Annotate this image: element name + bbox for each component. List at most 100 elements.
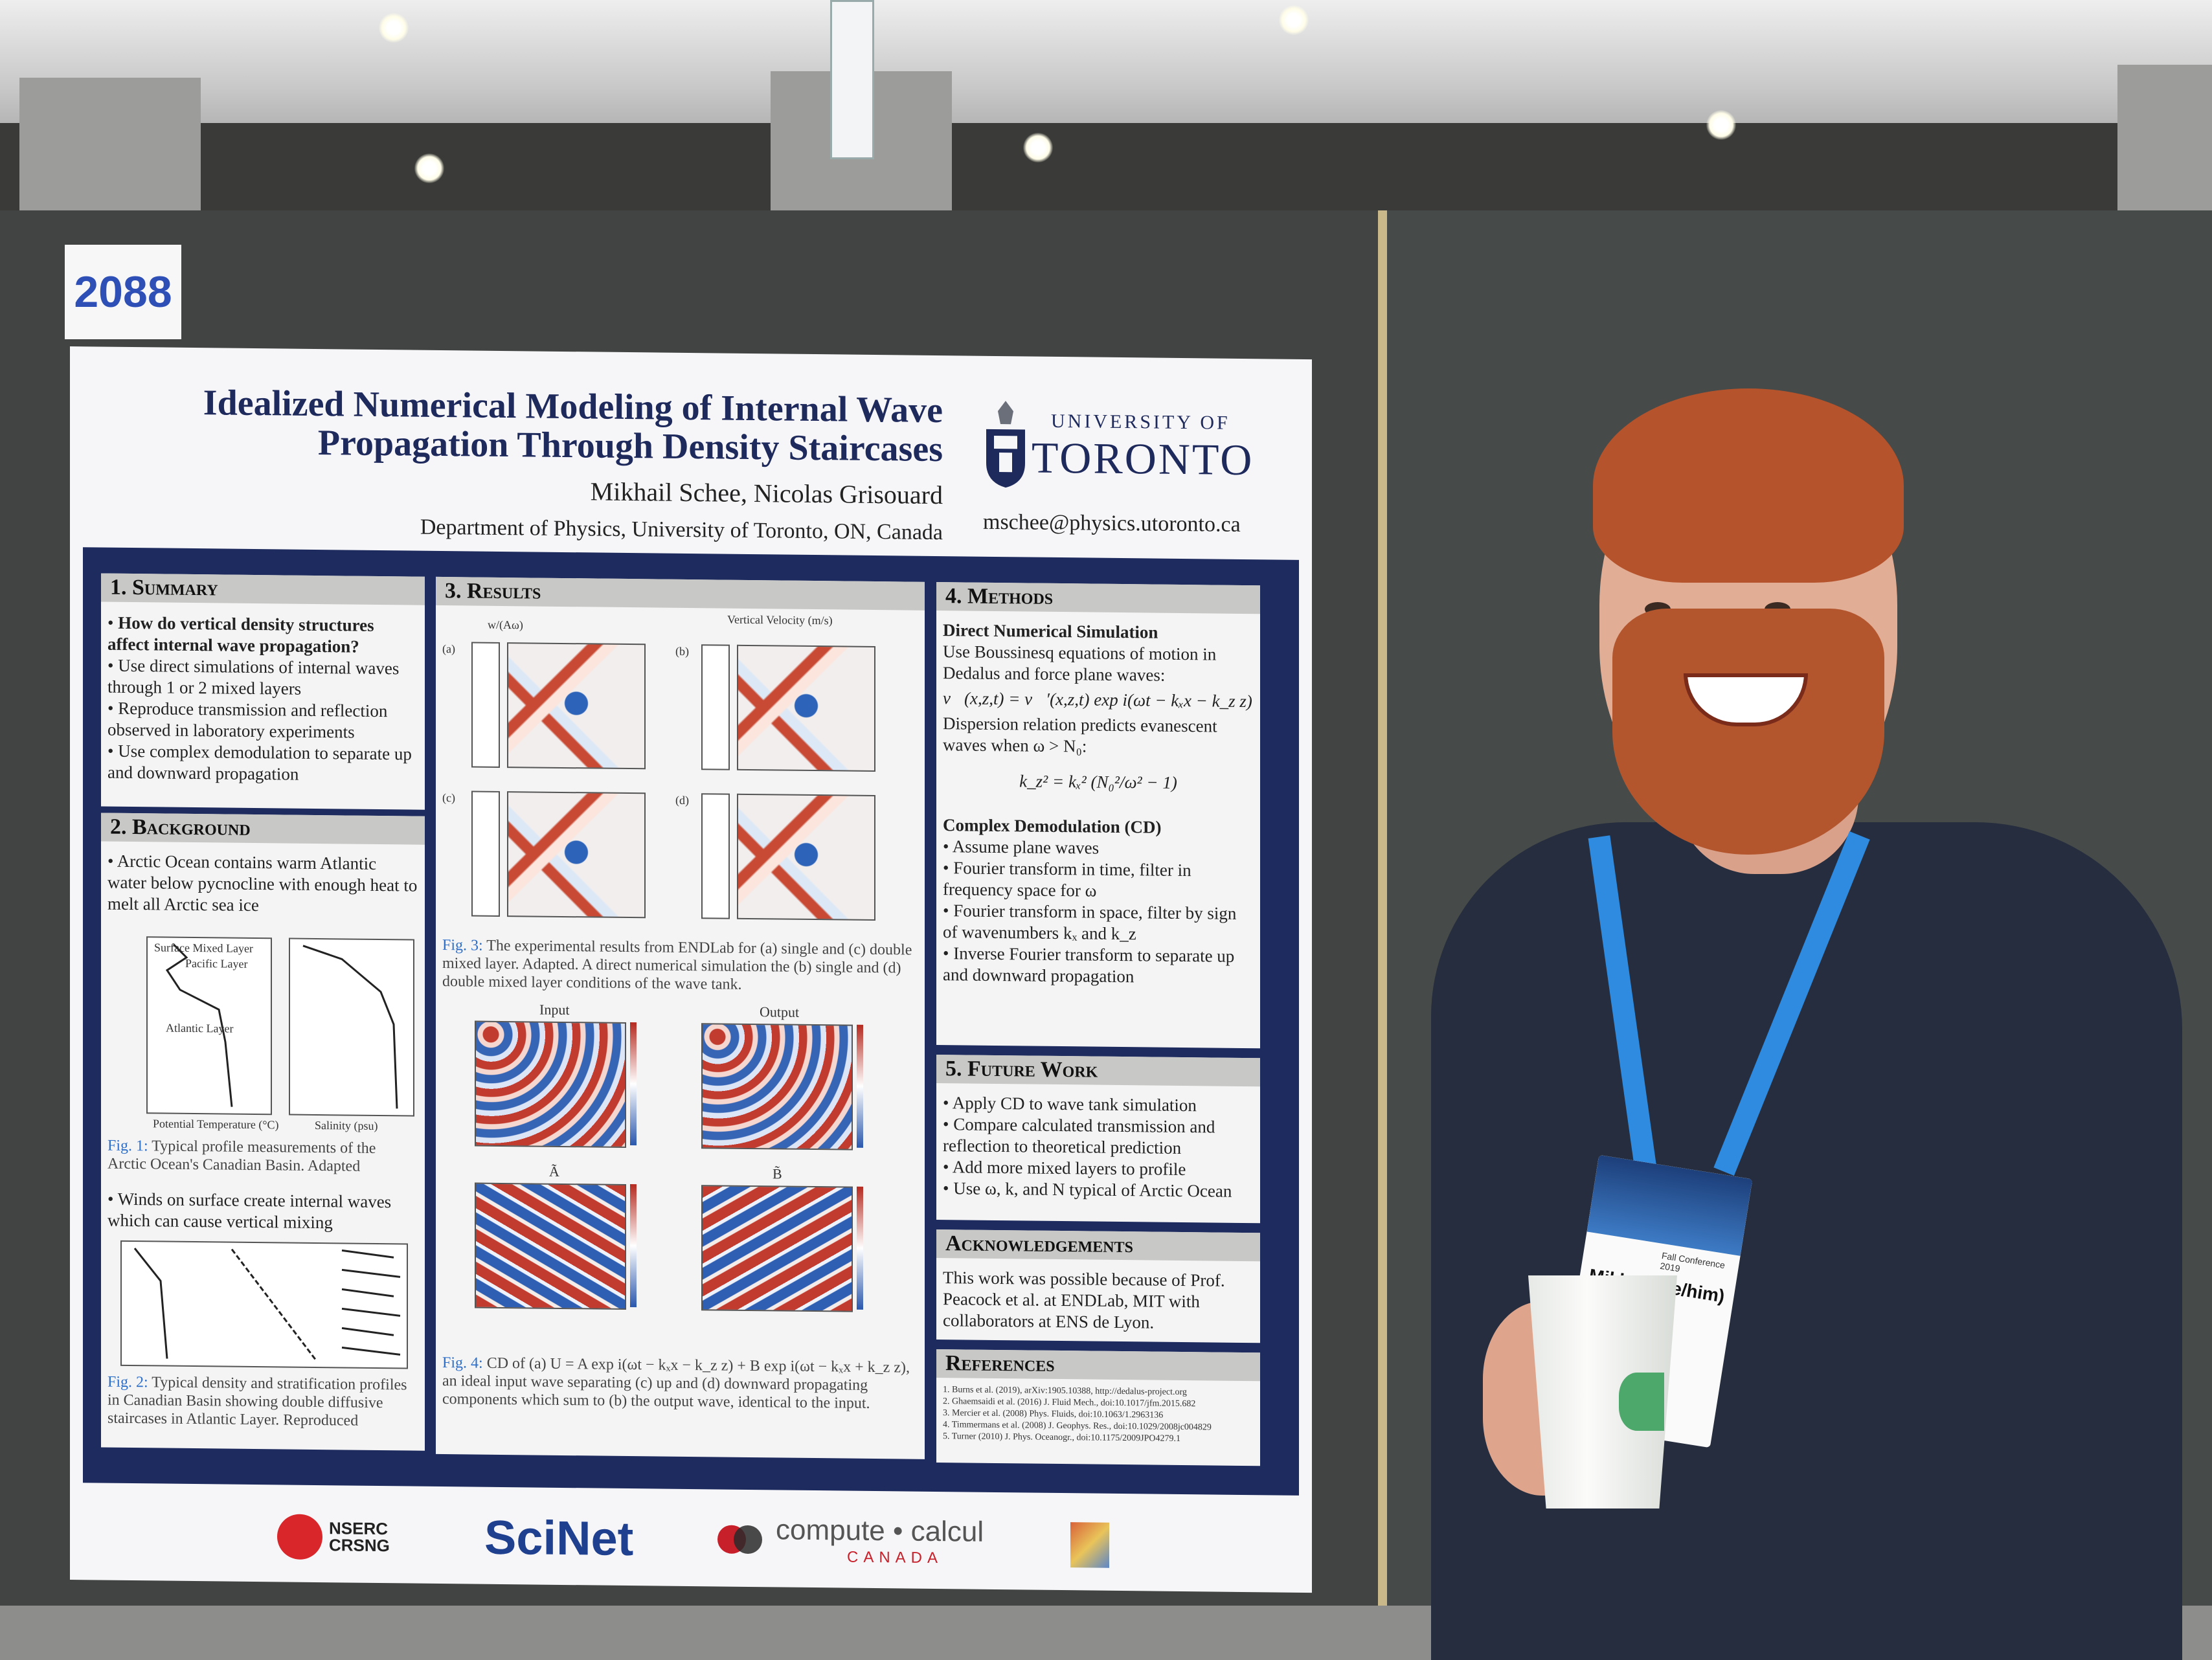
figure-1-caption: Fig. 1: Typical profile measurements of … bbox=[107, 1137, 376, 1175]
temperature-curve-icon bbox=[165, 943, 233, 1107]
cd-bullet: • Fourier transform in time, filter in f… bbox=[943, 858, 1191, 901]
dns-heading: Direct Numerical Simulation bbox=[943, 620, 1158, 642]
booth-number-card: 2088 bbox=[65, 245, 181, 339]
stratification-profile bbox=[471, 642, 500, 768]
results-panel: 3. Results w/(Aω) Vertical Velocity (m/s… bbox=[436, 576, 925, 1459]
future-bullet: • Add more mixed layers to profile bbox=[943, 1157, 1186, 1180]
summary-heading: 1. Summary bbox=[101, 573, 425, 605]
panel-letter: (c) bbox=[442, 791, 455, 805]
equation-plane-wave: v⃗(x,z,t) = v⃗′(x,z,t) exp i(ωt − kₓx − … bbox=[943, 688, 1252, 712]
background-bullet: • Winds on surface create internal waves… bbox=[107, 1189, 392, 1233]
upward-component-plot bbox=[475, 1182, 626, 1310]
experimental-wave-field-double bbox=[507, 791, 646, 919]
experimental-wave-field-single bbox=[507, 642, 646, 770]
panel-title: Output bbox=[760, 1004, 800, 1020]
acknowledgements-panel: Acknowledgements This work was possible … bbox=[936, 1229, 1260, 1343]
contact-email: mschee@physics.utoronto.ca bbox=[983, 510, 1241, 537]
panel-letter: (a) bbox=[442, 642, 455, 656]
compute-canada-sub-text: CANADA bbox=[847, 1548, 943, 1567]
summary-panel: 1. Summary • How do vertical density str… bbox=[101, 573, 425, 810]
panel-title: Input bbox=[539, 1001, 570, 1018]
simulated-wave-field-double bbox=[737, 793, 875, 921]
summary-bullet: • Reproduce transmission and reflection … bbox=[107, 698, 388, 742]
results-heading: 3. Results bbox=[436, 576, 925, 611]
summary-question: • How do vertical density structures aff… bbox=[107, 612, 374, 656]
cd-bullet: • Inverse Fourier transform to separate … bbox=[943, 943, 1235, 987]
poster-department: Department of Physics, University of Tor… bbox=[420, 515, 943, 545]
future-work-panel: 5. Future Work • Apply CD to wave tank s… bbox=[936, 1055, 1260, 1224]
future-bullet: • Use ω, k, and N typical of Arctic Ocea… bbox=[943, 1178, 1232, 1201]
salinity-curve-icon bbox=[302, 945, 398, 1109]
future-bullet: • Compare calculated transmission and re… bbox=[943, 1114, 1215, 1158]
salinity-profile-plot bbox=[289, 937, 414, 1117]
references-panel: References 1. Burns et al. (2019), arXiv… bbox=[936, 1349, 1260, 1466]
board-seam bbox=[1378, 210, 1387, 1660]
input-wave-plot bbox=[475, 1020, 626, 1148]
acknowledgements-heading: Acknowledgements bbox=[936, 1229, 1260, 1262]
cd-bullet: • Fourier transform in space, filter by … bbox=[943, 901, 1237, 944]
staircase-curves-icon bbox=[133, 1248, 401, 1361]
colorbar bbox=[857, 1186, 863, 1310]
ceiling-light bbox=[414, 153, 444, 183]
equation-dispersion: k_z² = kₓ² (N₀²/ω² − 1) bbox=[1019, 771, 1177, 792]
panel-letter: (b) bbox=[675, 644, 689, 658]
layer-label: Pacific Layer bbox=[185, 956, 248, 970]
university-of-text: UNIVERSITY OF bbox=[1051, 410, 1230, 434]
poster-authors: Mikhail Schee, Nicolas Grisouard bbox=[590, 477, 943, 510]
cd-bullet: • Assume plane waves bbox=[943, 836, 1100, 858]
background-bullet: • Arctic Ocean contains warm Atlantic wa… bbox=[107, 851, 418, 915]
layer-label: Surface Mixed Layer bbox=[154, 941, 253, 955]
cup-logo-icon bbox=[1619, 1373, 1664, 1431]
simulated-wave-field-single bbox=[737, 644, 875, 772]
references-list: 1. Burns et al. (2019), arXiv:1905.10388… bbox=[943, 1384, 1254, 1446]
research-poster: Idealized Numerical Modeling of Internal… bbox=[70, 346, 1312, 1593]
colorbar-title: w/(Aω) bbox=[488, 618, 523, 632]
compute-canada-logo-text: compute • calcul bbox=[776, 1514, 984, 1548]
temperature-profile-plot bbox=[146, 936, 272, 1116]
output-wave-plot bbox=[701, 1023, 853, 1150]
colorbar bbox=[857, 1024, 863, 1148]
university-crest-icon bbox=[986, 401, 1025, 488]
exhibit-hall-ceiling bbox=[0, 0, 2212, 214]
sponsor-logos: NSERC CRSNG SciNet compute • calcul CANA… bbox=[70, 1492, 1312, 1576]
presenter-hair bbox=[1593, 388, 1904, 583]
ceiling-light bbox=[1023, 133, 1053, 163]
university-logo: UNIVERSITY OF TORONTO bbox=[980, 398, 1278, 492]
ceiling-shadow-band bbox=[0, 123, 2212, 214]
poster-title: Idealized Numerical Modeling of Internal… bbox=[203, 383, 943, 470]
stratification-profile bbox=[701, 644, 730, 770]
summary-bullet: • Use complex demodulation to separate u… bbox=[107, 741, 412, 784]
figure-4-caption: Fig. 4: CD of (a) U = A exp i(ωt − kₓx −… bbox=[442, 1354, 910, 1412]
hanging-sign bbox=[830, 0, 874, 159]
colorbar bbox=[630, 1022, 637, 1146]
compute-canada-logo-icon bbox=[734, 1525, 762, 1554]
ceiling-light bbox=[379, 13, 409, 43]
nserc-logo-text: NSERC CRSNG bbox=[329, 1518, 390, 1556]
ceiling-light bbox=[1279, 5, 1309, 35]
stratification-profile bbox=[471, 791, 500, 917]
dns-text: Use Boussinesq equations of motion in De… bbox=[943, 642, 1217, 685]
presenter-beard bbox=[1612, 609, 1884, 855]
methods-heading: 4. Methods bbox=[936, 582, 1260, 614]
acknowledgements-text: This work was possible because of Prof. … bbox=[943, 1268, 1225, 1332]
layer-label: Atlantic Layer bbox=[166, 1021, 234, 1035]
toronto-text: TORONTO bbox=[1032, 432, 1254, 485]
lab-logo-icon bbox=[1070, 1522, 1109, 1568]
downward-component-plot bbox=[701, 1185, 853, 1312]
x-axis-label: Potential Temperature (°C) bbox=[153, 1117, 279, 1132]
figure-2-caption: Fig. 2: Typical density and stratificati… bbox=[107, 1373, 407, 1430]
panel-letter: (d) bbox=[675, 793, 689, 807]
methods-panel: 4. Methods Direct Numerical Simulation U… bbox=[936, 582, 1260, 1049]
summary-bullet: • Use direct simulations of internal wav… bbox=[107, 655, 400, 699]
summary-text: • How do vertical density structures aff… bbox=[107, 612, 418, 787]
nserc-maple-leaf-icon bbox=[277, 1514, 322, 1560]
dispersion-text: Dispersion relation predicts evanescent … bbox=[943, 713, 1217, 756]
x-axis-label: Salinity (psu) bbox=[315, 1118, 378, 1132]
stratification-profile bbox=[701, 793, 730, 919]
panel-title: B̃ bbox=[773, 1165, 782, 1182]
colorbar-title: Vertical Velocity (m/s) bbox=[727, 612, 833, 627]
panel-title: Ã bbox=[549, 1163, 559, 1180]
poster-content-band: 1. Summary • How do vertical density str… bbox=[83, 547, 1299, 1496]
methods-text: Direct Numerical Simulation Use Boussine… bbox=[943, 620, 1254, 989]
scinet-logo: SciNet bbox=[484, 1510, 634, 1566]
